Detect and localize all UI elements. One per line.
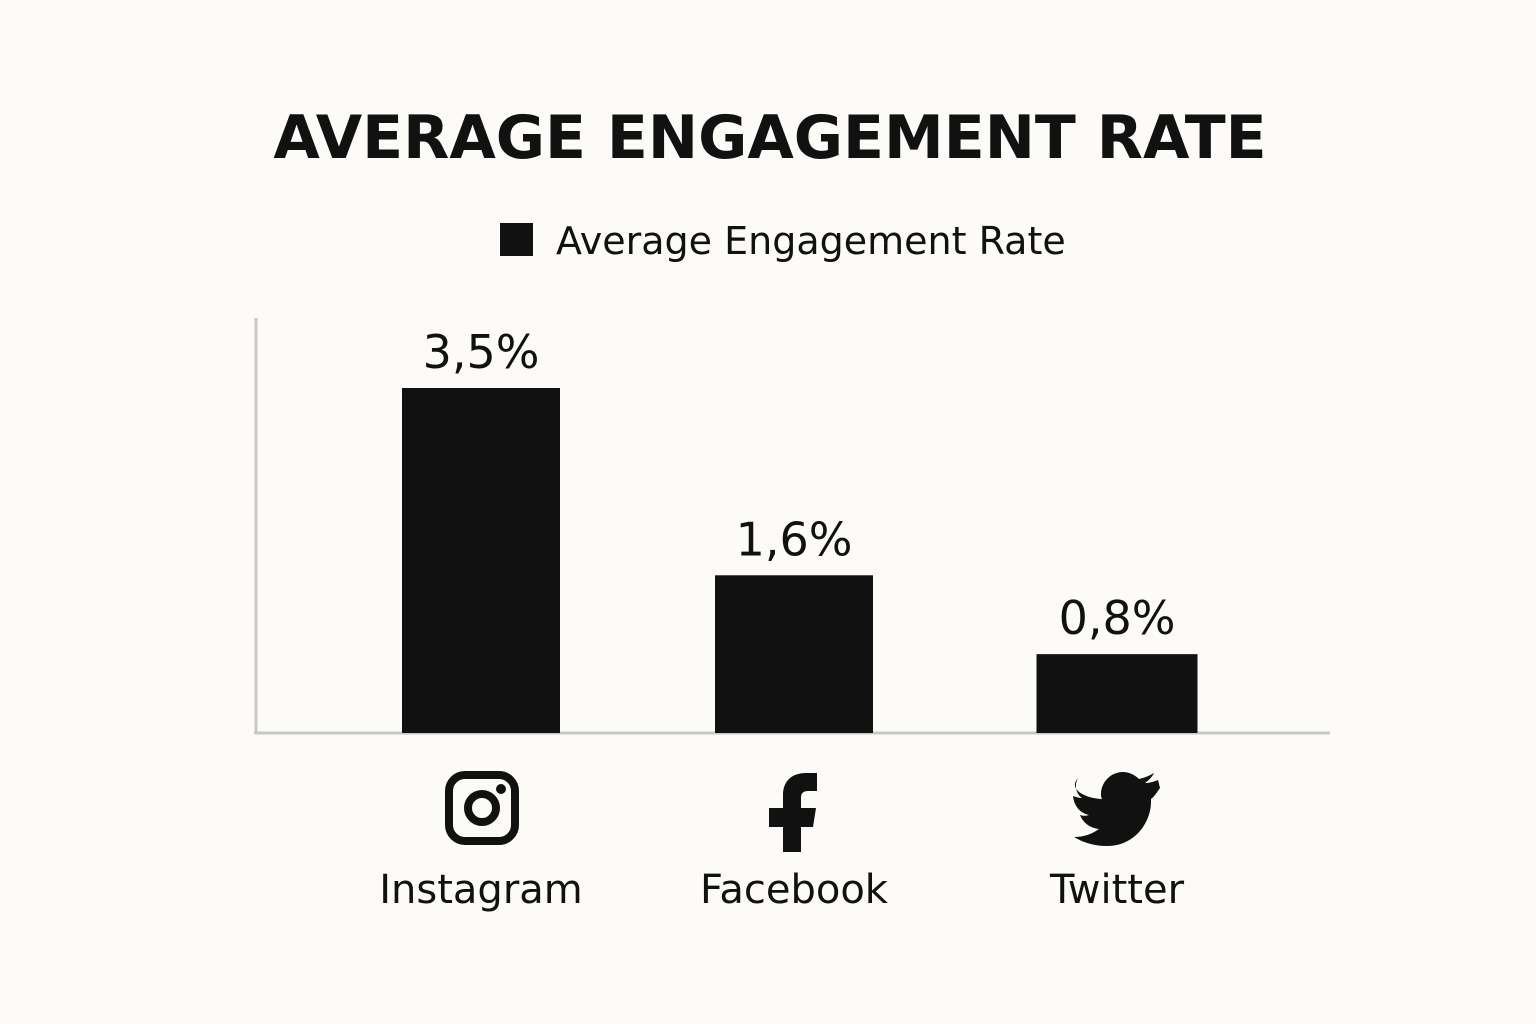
legend: Average Engagement Rate <box>500 219 1066 263</box>
value-label-facebook: 1,6% <box>736 512 853 566</box>
facebook-icon-glyph <box>769 773 817 852</box>
legend-label: Average Engagement Rate <box>556 219 1066 263</box>
value-label-instagram: 3,5% <box>423 325 540 379</box>
value-label-twitter: 0,8% <box>1059 591 1176 645</box>
instagram-icon-frame <box>445 771 519 845</box>
instagram-icon-dot <box>496 784 506 794</box>
twitter-icon-glyph <box>1073 772 1160 846</box>
bar-facebook <box>715 575 873 733</box>
chart-title: AVERAGE ENGAGEMENT RATE <box>273 103 1266 173</box>
category-label-twitter: Twitter <box>1049 867 1185 913</box>
bar-instagram <box>402 388 560 733</box>
category-label-instagram: Instagram <box>379 867 583 913</box>
instagram-icon-lens <box>464 790 500 826</box>
category-labels: Instagram Facebook Twitter <box>379 867 1184 913</box>
legend-swatch <box>500 223 533 256</box>
bar-twitter <box>1036 654 1198 733</box>
bars <box>402 388 1198 733</box>
value-labels: 3,5% 1,6% 0,8% <box>423 325 1176 645</box>
instagram-icon <box>445 771 519 845</box>
twitter-icon <box>1073 772 1160 846</box>
category-label-facebook: Facebook <box>700 867 889 913</box>
facebook-icon <box>769 773 817 852</box>
